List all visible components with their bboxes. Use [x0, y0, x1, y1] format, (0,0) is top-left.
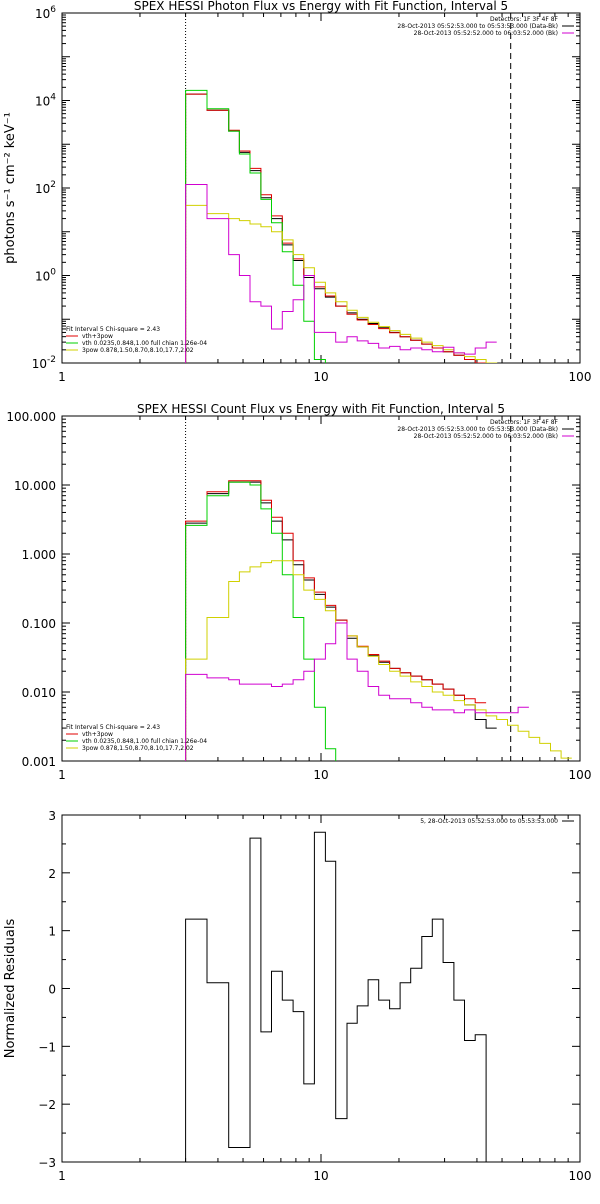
x-tick-label: 100: [569, 1169, 592, 1183]
legend-entry: 5, 28-Oct-2013 05:52:53.000 to 05:53:53.…: [420, 818, 558, 825]
x-tick-label: 10: [313, 370, 328, 384]
y-tick-label: 106: [35, 5, 56, 21]
x-tick-label: 100: [569, 768, 592, 782]
y-tick-label: 100.000: [6, 410, 56, 424]
legend-entry: 3pow 0.878,1.50,8.70,8.10,17.7,2.02: [82, 347, 194, 354]
x-tick-label: 1: [58, 1169, 66, 1183]
plot-frame: [61, 12, 581, 364]
series-line: [185, 831, 487, 1162]
y-tick-label: 2: [48, 867, 56, 881]
y-tick-label: 104: [35, 93, 56, 109]
series-line: [185, 204, 498, 363]
plot-frame: [61, 814, 581, 1163]
y-tick-label: 1.000: [22, 548, 56, 562]
y-tick-label: 0.001: [22, 755, 56, 769]
series-line: [185, 184, 497, 363]
series-line: [185, 480, 487, 761]
y-tick-label: 100: [35, 268, 56, 284]
x-tick-label: 10: [313, 1169, 328, 1183]
legend-entry: vth+3pow: [82, 731, 113, 738]
series-line: [185, 93, 476, 363]
legend-entry: vth 0.0235,0.848,1.00 full chian 1.26e-0…: [82, 738, 207, 745]
x-tick-label: 10: [313, 768, 328, 782]
series-line: [185, 481, 337, 761]
y-tick-label: 10.000: [14, 479, 56, 493]
chart-panel-3: 1 10 100 −3 −2 −1 0 1 2 3 Normalized Residuals 5, 2…: [3, 809, 591, 1183]
y-axis-label: photons s⁻¹ cm⁻² keV⁻¹: [3, 112, 18, 264]
x-tick-label: 100: [569, 370, 592, 384]
legend-entry: 3pow 0.878,1.50,8.70,8.10,17.7,2.02: [82, 745, 194, 752]
y-tick-label: −2: [38, 1098, 56, 1112]
chart-title: SPEX HESSI Count Flux vs Energy with Fit…: [137, 402, 505, 416]
chart-panel-1: SPEX HESSI Photon Flux vs Energy with Fi…: [3, 0, 592, 384]
y-tick-label: 1: [48, 925, 56, 939]
plot-frame: [61, 415, 581, 762]
y-tick-label: 3: [48, 809, 56, 823]
y-tick-label: 0: [48, 983, 56, 997]
series-line: [185, 93, 487, 363]
series-line: [185, 560, 572, 761]
legend-entry: 28-Oct-2013 05:52:52.000 to 06:03:52.000…: [414, 433, 558, 440]
y-axis-label: Normalized Residuals: [3, 919, 18, 1059]
y-tick-label: 10-2: [32, 355, 56, 371]
series-line: [185, 89, 326, 363]
x-tick-label: 1: [58, 370, 66, 384]
legend-entry: Detectors: 1F 3F 4F 8F: [490, 419, 559, 426]
legend-entry: 28-Oct-2013 05:52:53.000 to 05:53:53.000…: [397, 23, 558, 30]
y-tick-label: 0.100: [22, 617, 56, 631]
legend-entry: vth+3pow: [82, 333, 113, 340]
legend-entry: 28-Oct-2013 05:52:52.000 to 06:03:52.000…: [414, 30, 558, 37]
legend-entry: Detectors: 1F 3F 4F 8F: [490, 16, 559, 23]
y-tick-label: −3: [38, 1156, 56, 1170]
legend-entry: Fit Interval 5 Chi-square = 2.43: [66, 326, 160, 333]
series-line: [185, 481, 497, 761]
x-tick-label: 1: [58, 768, 66, 782]
chart-title: SPEX HESSI Photon Flux vs Energy with Fi…: [134, 0, 508, 13]
y-tick-label: 102: [35, 180, 56, 196]
series-line: [185, 622, 529, 761]
legend-entry: 28-Oct-2013 05:52:53.000 to 05:53:53.000…: [397, 426, 558, 433]
y-tick-label: −1: [38, 1040, 56, 1054]
legend-entry: vth 0.0235,0.848,1.00 full chian 1.26e-0…: [82, 340, 207, 347]
y-tick-label: 0.010: [22, 686, 56, 700]
chart-panel-2: SPEX HESSI Count Flux vs Energy with Fit…: [6, 402, 591, 782]
legend-entry: Fit Interval 5 Chi-square = 2.43: [66, 724, 160, 731]
